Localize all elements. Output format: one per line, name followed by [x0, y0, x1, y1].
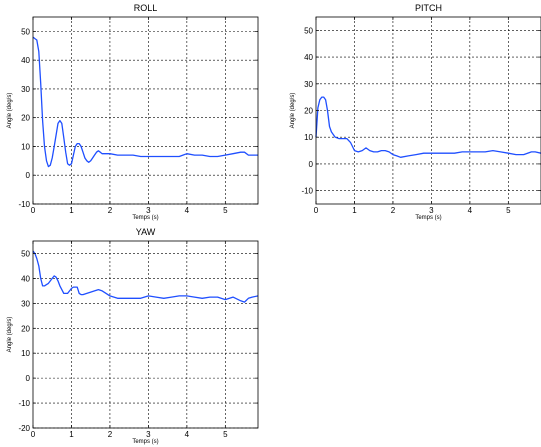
pitch-ytick-label: 20 [304, 107, 313, 116]
yaw-ytick-label: -20 [18, 424, 30, 433]
roll-title: ROLL [134, 3, 158, 13]
pitch-chart: 0 1 2 3 4 5 -10 0 10 20 30 40 50 PITCH Temps (s) Angle … [290, 3, 541, 221]
pitch-ytick-label: 10 [304, 133, 313, 142]
roll-xtick-label: 4 [185, 206, 190, 215]
roll-xtick-label: 5 [223, 206, 228, 215]
yaw-axes-frame [32, 240, 259, 429]
pitch-xtick-label: 2 [391, 206, 396, 215]
pitch-xtick-label: 5 [506, 206, 511, 215]
pitch-ylabel: Angle (deg/s) [290, 93, 296, 129]
yaw-ylabel: Angle (deg/s) [7, 317, 13, 353]
pitch-ytick-label: 50 [304, 26, 313, 35]
yaw-ytick-label: 0 [26, 374, 31, 383]
roll-ylabel: Angle (deg/s) [7, 93, 13, 129]
yaw-series-line [32, 250, 259, 303]
yaw-xtick-label: 5 [223, 430, 228, 439]
pitch-ytick-label: 0 [309, 160, 314, 169]
pitch-ytick-label: 40 [304, 53, 313, 62]
roll-ytick-label: 30 [21, 85, 30, 94]
pitch-ytick-label: -10 [301, 187, 313, 196]
yaw-chart: 0 1 2 3 4 5 -20 -10 0 10 20 30 40 50 YAW Temps (s) Angle… [7, 227, 259, 445]
yaw-xtick-label: 1 [69, 430, 74, 439]
pitch-series-line [315, 96, 541, 158]
yaw-ytick-label: 10 [21, 349, 30, 358]
pitch-title: PITCH [415, 3, 442, 13]
roll-xtick-label: 2 [108, 206, 113, 215]
yaw-xtick-label: 3 [146, 430, 151, 439]
yaw-ytick-label: 20 [21, 324, 30, 333]
roll-ytick-label: 40 [21, 56, 30, 65]
roll-axes-frame [32, 16, 259, 205]
roll-xtick-label: 3 [146, 206, 151, 215]
yaw-title: YAW [136, 227, 156, 237]
yaw-xtick-label: 4 [185, 430, 190, 439]
roll-xtick-label: 0 [31, 206, 36, 215]
pitch-xtick-label: 1 [352, 206, 357, 215]
roll-plot-area [33, 17, 258, 204]
yaw-ytick-label: -10 [18, 399, 30, 408]
yaw-plot-area [33, 241, 258, 428]
yaw-xlabel: Temps (s) [132, 439, 158, 445]
yaw-ytick-label: 40 [21, 274, 30, 283]
roll-xtick-label: 1 [69, 206, 74, 215]
pitch-ytick-label: 30 [304, 80, 313, 89]
roll-ytick-label: -10 [18, 200, 30, 209]
roll-ytick-label: 0 [26, 171, 31, 180]
yaw-xtick-label: 0 [31, 430, 36, 439]
roll-ytick-label: 50 [21, 27, 30, 36]
pitch-xlabel: Temps (s) [415, 215, 441, 221]
pitch-xtick-label: 4 [468, 206, 473, 215]
roll-ytick-label: 20 [21, 114, 30, 123]
yaw-xtick-label: 2 [108, 430, 113, 439]
roll-series-line [32, 36, 258, 168]
yaw-ytick-label: 50 [21, 249, 30, 258]
pitch-xtick-label: 3 [429, 206, 434, 215]
roll-xlabel: Temps (s) [132, 215, 158, 221]
roll-ytick-label: 10 [21, 142, 30, 151]
yaw-ytick-label: 30 [21, 299, 30, 308]
pitch-xtick-label: 0 [314, 206, 319, 215]
